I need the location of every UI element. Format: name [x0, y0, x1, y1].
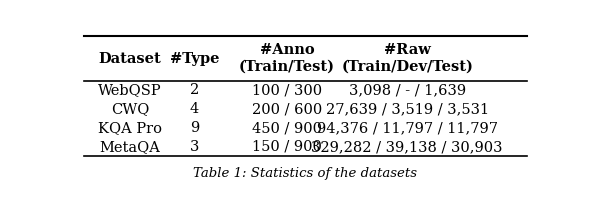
Text: 4: 4 [190, 102, 199, 116]
Text: KQA Pro: KQA Pro [98, 121, 162, 135]
Text: 450 / 900: 450 / 900 [252, 121, 322, 135]
Text: #Raw
(Train/Dev/Test): #Raw (Train/Dev/Test) [341, 43, 473, 74]
Text: Dataset: Dataset [98, 52, 162, 66]
Text: 150 / 900: 150 / 900 [252, 140, 322, 154]
Text: 2: 2 [190, 83, 199, 97]
Text: 9: 9 [190, 121, 199, 135]
Text: 3,098 / - / 1,639: 3,098 / - / 1,639 [349, 83, 465, 97]
Text: 27,639 / 3,519 / 3,531: 27,639 / 3,519 / 3,531 [325, 102, 489, 116]
Text: 329,282 / 39,138 / 30,903: 329,282 / 39,138 / 30,903 [311, 140, 503, 154]
Text: 200 / 600: 200 / 600 [252, 102, 322, 116]
Text: 94,376 / 11,797 / 11,797: 94,376 / 11,797 / 11,797 [316, 121, 498, 135]
Text: WebQSP: WebQSP [98, 83, 162, 97]
Text: 100 / 300: 100 / 300 [252, 83, 322, 97]
Text: 3: 3 [190, 140, 199, 154]
Text: #Type: #Type [170, 52, 219, 66]
Text: #Anno
(Train/Test): #Anno (Train/Test) [239, 43, 335, 74]
Text: CWQ: CWQ [111, 102, 149, 116]
Text: MetaQA: MetaQA [100, 140, 160, 154]
Text: Table 1: Statistics of the datasets: Table 1: Statistics of the datasets [194, 167, 417, 180]
